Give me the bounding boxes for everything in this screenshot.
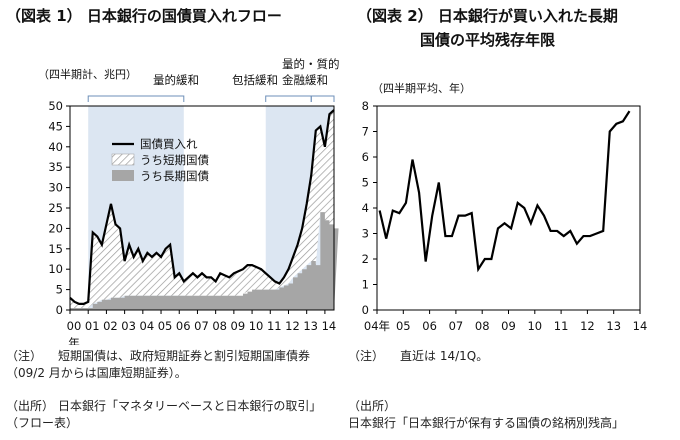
x-tick-label: 09 bbox=[501, 319, 516, 333]
regime-bracket bbox=[265, 95, 312, 102]
x-tick-label: 12 bbox=[580, 319, 595, 333]
fig1-source-label: （出所） bbox=[6, 399, 55, 413]
x-tick-label: 10 bbox=[249, 319, 264, 333]
fig1-source-text: 日本銀行「マネタリーベースと日本銀行の取引」（フロー表） bbox=[6, 399, 322, 430]
regime-bracket bbox=[87, 95, 185, 102]
y-tick-label: 10 bbox=[48, 262, 63, 276]
regime-label-cme: 包括緩和 bbox=[232, 73, 278, 87]
regime-bracket bbox=[310, 95, 335, 102]
x-tick-label: 04年 bbox=[364, 319, 390, 333]
maturity-line bbox=[378, 110, 631, 273]
x-tick-label: 02 bbox=[103, 319, 118, 333]
y-tick-label: 20 bbox=[48, 221, 63, 235]
legend-total-label: 国債買入れ bbox=[140, 137, 198, 151]
fig1-source: （出所） 日本銀行「マネタリーベースと日本銀行の取引」（フロー表） bbox=[6, 398, 334, 432]
x-tick-label: 00 bbox=[67, 319, 82, 333]
regime-label-qe: 量的緩和 bbox=[153, 73, 199, 87]
y-tick-label: 15 bbox=[48, 242, 63, 256]
x-tick-label: 01 bbox=[85, 319, 100, 333]
y-tick-label: 1 bbox=[362, 278, 369, 292]
x-axis-unit: 年 bbox=[68, 336, 80, 345]
legend-short-swatch bbox=[111, 153, 135, 166]
fig2-title-line1: （図表 2） 日本銀行が買い入れた長期 bbox=[357, 7, 618, 25]
regime-label-qqe-1: 量的・質的 bbox=[282, 57, 340, 71]
legend-long-label: うち長期国債 bbox=[140, 169, 209, 183]
x-tick-label: 09 bbox=[231, 319, 246, 333]
y-tick-label: 2 bbox=[362, 252, 369, 266]
purchases-line bbox=[69, 109, 335, 305]
fig2-title-line2: 国債の平均残存年限 bbox=[420, 31, 556, 49]
fig2-source: （出所） 日本銀行「日本銀行が保有する国債の銘柄別残高」 bbox=[348, 398, 674, 432]
y-tick-label: 30 bbox=[48, 181, 63, 195]
y-tick-label: 5 bbox=[56, 283, 63, 297]
fig2-unit-label: （四半期平均、年） bbox=[372, 81, 471, 95]
x-tick-label: 07 bbox=[449, 319, 464, 333]
y-tick-label: 5 bbox=[362, 176, 369, 190]
legend-short-label: うち短期国債 bbox=[140, 153, 209, 167]
x-tick-label: 12 bbox=[285, 319, 300, 333]
fig2-source-text: 日本銀行「日本銀行が保有する国債の銘柄別残高」 bbox=[348, 416, 625, 430]
y-tick-label: 45 bbox=[48, 119, 63, 133]
x-tick-label: 11 bbox=[267, 319, 282, 333]
y-tick-label: 0 bbox=[362, 303, 369, 317]
fig2-note-label: （注） bbox=[348, 349, 385, 363]
fig1-note-text: 短期国債は、政府短期証券と割引短期国庫債券（09/2 月からは国庫短期証券）。 bbox=[6, 349, 311, 380]
legend-long-swatch bbox=[112, 170, 134, 181]
fig1-note: （注） 短期国債は、政府短期証券と割引短期国庫債券（09/2 月からは国庫短期証券… bbox=[6, 348, 334, 382]
fig2-source-label: （出所） bbox=[348, 399, 397, 413]
y-tick-label: 6 bbox=[362, 150, 369, 164]
x-tick-label: 13 bbox=[303, 319, 318, 333]
x-tick-label: 11 bbox=[554, 319, 569, 333]
x-tick-label: 14 bbox=[322, 319, 337, 333]
x-tick-label: 08 bbox=[475, 319, 490, 333]
y-tick-label: 3 bbox=[362, 227, 369, 241]
fig2-note-text: 直近は 14/1Q。 bbox=[400, 349, 489, 363]
x-tick-label: 13 bbox=[606, 319, 621, 333]
fig2-note: （注） 直近は 14/1Q。 bbox=[348, 348, 674, 365]
fig1-unit-label: （四半期計、兆円） bbox=[38, 67, 137, 81]
regime-label-qqe-2: 金融緩和 bbox=[282, 73, 328, 87]
y-tick-label: 35 bbox=[48, 160, 63, 174]
y-tick-label: 8 bbox=[362, 99, 369, 113]
long-term-area bbox=[70, 212, 339, 310]
x-tick-label: 10 bbox=[527, 319, 542, 333]
short-term-area bbox=[70, 110, 334, 308]
x-tick-label: 06 bbox=[422, 319, 437, 333]
y-tick-label: 7 bbox=[362, 125, 369, 139]
x-tick-label: 07 bbox=[194, 319, 209, 333]
x-tick-label: 03 bbox=[121, 319, 136, 333]
plot-frame bbox=[376, 105, 641, 311]
y-tick-label: 25 bbox=[48, 201, 63, 215]
y-tick-label: 0 bbox=[56, 303, 63, 317]
y-tick-label: 50 bbox=[48, 99, 63, 113]
y-tick-label: 40 bbox=[48, 140, 63, 154]
fig1-title: （図表 1） 日本銀行の国債買入れフロー bbox=[6, 7, 282, 25]
x-tick-label: 06 bbox=[176, 319, 191, 333]
x-tick-label: 05 bbox=[396, 319, 411, 333]
y-tick-label: 4 bbox=[362, 201, 369, 215]
x-tick-label: 05 bbox=[158, 319, 173, 333]
x-tick-label: 14 bbox=[633, 319, 648, 333]
x-tick-label: 04 bbox=[140, 319, 155, 333]
fig1-note-label: （注） bbox=[6, 349, 43, 363]
x-tick-label: 08 bbox=[212, 319, 227, 333]
